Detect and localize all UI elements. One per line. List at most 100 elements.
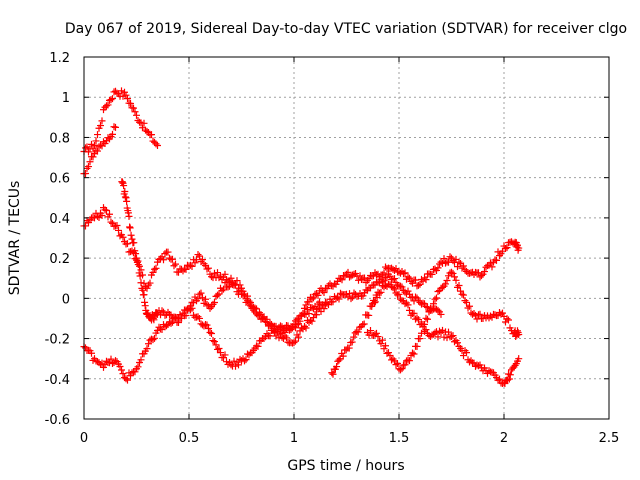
trace-point: [125, 212, 133, 220]
trace-point: [230, 357, 238, 365]
data-point: [406, 306, 413, 314]
data-point: [227, 361, 235, 369]
trace-point: [410, 309, 418, 317]
trace-point: [457, 287, 464, 295]
data-point: [395, 290, 403, 298]
trace-point: [284, 324, 292, 332]
x-axis-label: GPS time / hours: [287, 458, 404, 474]
trace-point: [191, 293, 199, 301]
trace-point: [424, 315, 431, 323]
trace-point: [481, 268, 488, 276]
trace-point: [98, 212, 106, 220]
trace-point: [169, 255, 176, 263]
trace-point: [218, 287, 226, 295]
trace-point: [266, 332, 274, 340]
x-tick-label: 0: [80, 431, 88, 446]
trace-point: [347, 272, 355, 280]
trace-point: [491, 311, 499, 319]
trace-point: [331, 293, 338, 301]
y-axis-label: SDTVAR / TECUs: [7, 181, 23, 296]
trace-point: [103, 357, 110, 365]
trace-point: [128, 369, 136, 377]
trace-point: [275, 323, 283, 331]
trace-point: [233, 277, 241, 285]
trace-point: [221, 270, 229, 278]
trace-point: [203, 301, 211, 309]
trace-point: [293, 321, 301, 329]
data-point: [301, 322, 308, 330]
trace-point: [221, 351, 229, 359]
trace-point: [415, 316, 422, 324]
trace-point: [487, 259, 494, 267]
data-point: [515, 331, 523, 339]
trace-point: [455, 281, 463, 289]
trace-point: [419, 277, 427, 285]
trace-point: [434, 333, 442, 341]
trace-point: [203, 321, 211, 329]
trace-point: [421, 320, 428, 328]
tick-labels: 0 0.5 1 1.5 2 2.5 -0.6 -0.4 -0.2 0 0.2 0.4 0.6 0.8 1 1.…: [45, 51, 620, 446]
trace-point: [320, 289, 328, 297]
trace-point: [404, 287, 412, 295]
trace-point: [115, 226, 122, 234]
y-tick-label: 0.4: [49, 212, 70, 227]
data-point: [416, 280, 424, 288]
trace-point: [394, 281, 401, 289]
trace-point: [354, 328, 362, 336]
trace-point: [313, 305, 320, 313]
trace-point: [428, 305, 436, 313]
trace-point: [445, 258, 452, 266]
trace-point: [348, 338, 356, 346]
trace-point: [460, 291, 467, 299]
trace-point: [499, 309, 506, 317]
y-tick-label: 0.6: [49, 172, 70, 187]
trace-point: [124, 95, 131, 103]
trace-point: [463, 298, 470, 306]
trace-point: [376, 289, 383, 297]
trace-point: [253, 310, 260, 318]
trace-point: [485, 367, 493, 375]
trace-point: [442, 280, 449, 288]
data-point: [112, 357, 119, 365]
trace-point: [404, 301, 412, 309]
trace-point: [296, 317, 304, 325]
trace-point: [449, 332, 457, 340]
trace-point: [371, 298, 379, 306]
y-tick-label: -0.6: [45, 413, 70, 428]
trace-point: [116, 232, 124, 240]
trace-point: [412, 293, 419, 301]
data-point: [196, 314, 203, 322]
data-point: [175, 268, 182, 276]
trace-point: [149, 268, 157, 276]
trace-point: [422, 303, 430, 311]
trace-point: [144, 309, 152, 317]
trace-point: [244, 350, 251, 358]
trace-point: [263, 318, 271, 326]
data-point: [206, 329, 214, 337]
trace-point: [254, 342, 262, 350]
trace-point: [236, 287, 244, 295]
data-point: [101, 206, 109, 214]
trace-point: [463, 349, 470, 357]
trace-point: [382, 281, 389, 289]
trace-point: [119, 370, 127, 378]
data-point: [437, 310, 445, 318]
data-point: [437, 258, 445, 266]
trace-point: [451, 338, 458, 346]
trace-point: [351, 329, 359, 337]
trace-point: [211, 338, 218, 346]
trace-point: [505, 316, 512, 324]
trace-point: [379, 336, 386, 344]
trace-point: [120, 182, 128, 190]
x-tick-label: 1: [290, 431, 298, 446]
trace-point: [107, 96, 115, 104]
trace-point: [94, 212, 101, 220]
y-tick-label: -0.2: [45, 333, 70, 348]
trace-point: [350, 333, 358, 341]
trace-point: [208, 330, 215, 338]
trace-point: [194, 295, 202, 303]
trace-point: [370, 299, 378, 307]
data-point: [458, 290, 466, 298]
